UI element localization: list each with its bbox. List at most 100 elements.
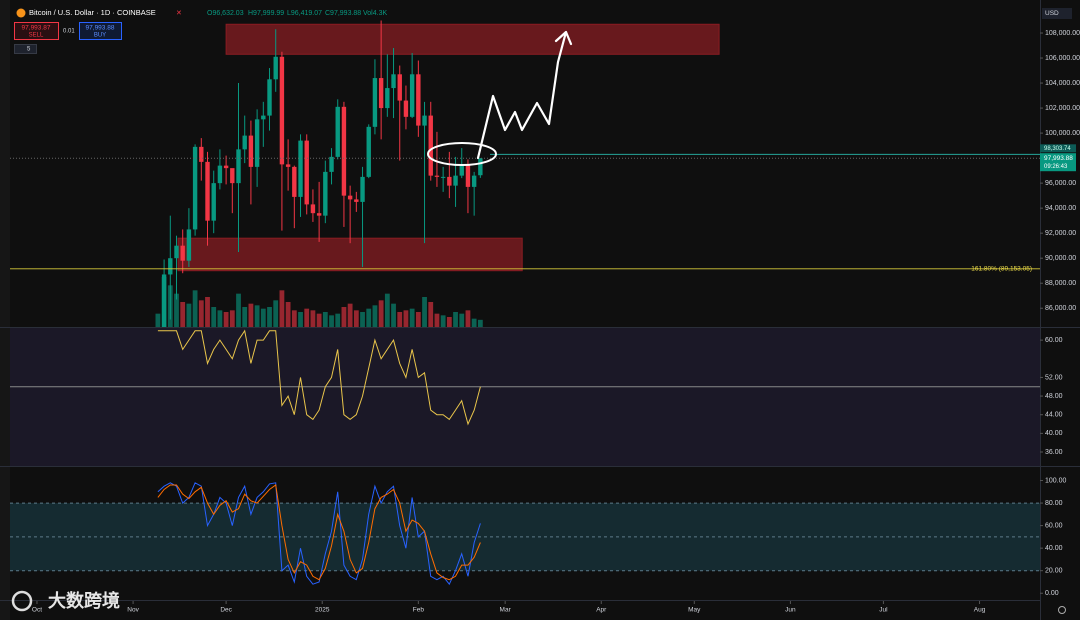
volume-bar: [459, 313, 465, 327]
indicator-line: [157, 482, 481, 586]
candle-body: [360, 176, 365, 202]
y-tick-label: 52.00: [1045, 374, 1063, 381]
indicator-toggle[interactable]: [14, 44, 37, 54]
sell-price: 97,993.87: [22, 25, 51, 32]
candle-body: [316, 213, 322, 216]
y-tick-label: 104,000.00: [1045, 80, 1080, 87]
symbol: Bitcoin / U.S. Dollar · 1D · COINBASE: [29, 8, 156, 17]
volume-bar: [304, 308, 310, 327]
candle-body: [459, 164, 464, 176]
volume-bar: [465, 310, 471, 327]
buy-price: 97,993.88: [86, 25, 115, 32]
volume-bar: [248, 303, 254, 327]
y-tick-label: 86,000.00: [1045, 305, 1076, 312]
x-tick-label: Dec: [220, 607, 232, 614]
candle-body: [186, 229, 192, 261]
settings-icon[interactable]: [1058, 606, 1066, 614]
indicator-line: [157, 329, 481, 426]
candle-body: [385, 88, 390, 109]
y-tick-label: 102,000.00: [1045, 105, 1080, 112]
ohlc-high: H97,999.99: [248, 10, 284, 17]
volume-bar: [360, 312, 365, 327]
btc-icon: [16, 8, 26, 18]
volume-bar: [229, 310, 235, 327]
volume-bar: [471, 318, 477, 327]
indicator-count: 5: [27, 47, 31, 53]
candle-body: [354, 199, 359, 202]
volume-bar: [397, 312, 403, 327]
candle-body: [199, 146, 204, 162]
volume-bar: [260, 308, 266, 327]
volume-bar: [174, 293, 179, 327]
y-tick-label: 60.00: [1045, 337, 1063, 344]
volume-bar: [198, 300, 204, 327]
candle-body: [205, 161, 210, 221]
volume-bar: [285, 302, 291, 327]
volume-bar: [310, 310, 316, 327]
left-toolbar[interactable]: [0, 0, 10, 620]
volume-bar: [205, 297, 210, 327]
volume-bar: [186, 303, 192, 327]
candle-body: [248, 135, 254, 167]
y-tick-label: 96,000.00: [1045, 180, 1076, 187]
candle-body: [391, 74, 396, 89]
icon[interactable]: ✕: [176, 10, 182, 17]
y-tick-label: 0.00: [1045, 590, 1059, 597]
candle-body: [416, 74, 421, 126]
volume-bar: [329, 315, 334, 327]
volume-bar: [279, 290, 285, 327]
rsi-pane-bg: [10, 328, 1040, 466]
x-tick-label: Jul: [879, 607, 888, 614]
candle-body: [397, 74, 402, 101]
currency: USD: [1045, 10, 1059, 17]
volume-bar: [391, 303, 396, 327]
x-tick-label: Apr: [596, 607, 607, 614]
candle-body: [434, 175, 440, 177]
price-line-tag: [1040, 144, 1076, 153]
currency-select[interactable]: [1042, 8, 1072, 19]
volume-bar: [267, 307, 272, 327]
x-tick-label: Aug: [974, 607, 986, 614]
candle-body: [422, 115, 427, 126]
ohlc-close: C97,993.88: [325, 10, 361, 17]
volume-bar: [316, 313, 322, 327]
volume-bar: [409, 308, 415, 327]
buy-button[interactable]: [79, 22, 122, 40]
candle-body: [310, 204, 316, 214]
y-tick-label: 36.00: [1045, 449, 1063, 456]
y-tick-label: 90,000.00: [1045, 255, 1076, 262]
candle-body: [180, 245, 185, 261]
volume-bar: [155, 313, 161, 327]
candle-body: [217, 165, 223, 184]
volume-bar: [192, 290, 198, 327]
candle-body: [168, 258, 173, 275]
candle-body: [378, 78, 384, 109]
volume-bar: [341, 307, 347, 327]
y-tick-label: 94,000.00: [1045, 205, 1076, 212]
volume-bar: [322, 312, 328, 327]
volume-bar: [298, 312, 303, 327]
candle-body: [403, 100, 409, 117]
x-tick-label: Feb: [413, 607, 425, 614]
candle-body: [273, 56, 278, 80]
candle-body: [341, 106, 347, 196]
volume-bar: [415, 312, 421, 327]
candle-body: [329, 156, 334, 172]
y-tick-label: 44.00: [1045, 412, 1063, 419]
candle-body: [211, 183, 216, 221]
price-line-label: 98,303.74: [1044, 146, 1071, 152]
y-tick-label: 40.00: [1045, 545, 1063, 552]
candle-body: [292, 166, 297, 197]
sell-button[interactable]: [14, 22, 59, 40]
volume-bar: [211, 307, 217, 327]
volume-bar: [335, 313, 341, 327]
candle-body: [447, 176, 452, 186]
volume-bar: [366, 308, 372, 327]
volume-bar: [446, 317, 452, 327]
volume-bar: [477, 319, 483, 327]
volume-bar: [254, 305, 260, 327]
hand-arrow: [476, 30, 573, 160]
fib-label: 161.80% (89,153.05): [971, 266, 1032, 273]
x-tick-label: Nov: [127, 607, 139, 614]
